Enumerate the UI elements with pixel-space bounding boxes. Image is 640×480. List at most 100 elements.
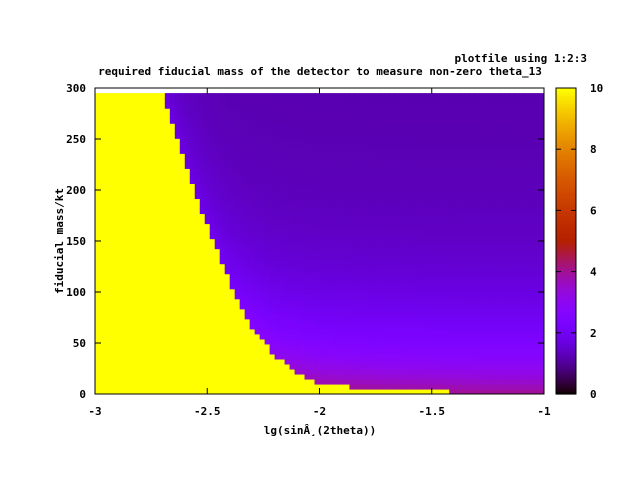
heatmap-cell — [134, 178, 141, 184]
heatmap-cell — [309, 248, 316, 255]
heatmap-cell — [269, 313, 276, 320]
heatmap-cell — [479, 363, 485, 370]
heatmap-cell — [429, 318, 435, 325]
heatmap-cell — [324, 313, 331, 320]
heatmap-cell — [424, 313, 430, 320]
heatmap-cell — [409, 348, 415, 355]
heatmap-cell — [249, 283, 256, 290]
heatmap-cell — [389, 213, 395, 220]
heatmap-cell — [419, 278, 425, 285]
heatmap-cell — [494, 348, 500, 355]
heatmap-cell — [294, 338, 301, 345]
heatmap-cell — [154, 223, 161, 230]
heatmap-cell — [449, 268, 455, 275]
heatmap-cell — [189, 108, 196, 114]
heatmap-cell — [449, 328, 455, 335]
heatmap-cell — [189, 388, 196, 394]
heatmap-cell — [194, 348, 201, 355]
heatmap-cell — [194, 263, 201, 270]
heatmap-cell — [184, 218, 191, 225]
heatmap-cell — [284, 213, 291, 220]
heatmap-cell — [114, 268, 121, 275]
heatmap-cell — [164, 103, 171, 109]
heatmap-cell — [264, 378, 271, 385]
heatmap-cell — [444, 313, 450, 320]
heatmap-cell — [124, 233, 131, 240]
heatmap-cell — [239, 383, 246, 390]
heatmap-cell — [154, 158, 161, 164]
heatmap-cell — [424, 348, 430, 355]
heatmap-cell — [149, 93, 156, 99]
heatmap-cell — [359, 213, 365, 220]
heatmap-cell — [309, 128, 316, 134]
heatmap-cell — [399, 148, 405, 154]
heatmap-cell — [134, 138, 141, 144]
heatmap-cell — [354, 183, 361, 189]
heatmap-cell — [159, 238, 166, 245]
heatmap-cell — [379, 373, 385, 380]
heatmap-cell — [319, 253, 326, 260]
heatmap-cell — [154, 368, 161, 375]
heatmap-cell — [239, 248, 246, 255]
heatmap-cell — [109, 123, 116, 129]
heatmap-cell — [354, 258, 361, 265]
heatmap-cell — [184, 193, 191, 200]
heatmap-cell — [95, 288, 101, 295]
heatmap-cell — [249, 318, 256, 325]
heatmap-cell — [104, 253, 111, 260]
heatmap-cell — [114, 283, 121, 290]
heatmap-cell — [364, 153, 370, 159]
heatmap-cell — [139, 188, 146, 194]
heatmap-cell — [259, 213, 266, 220]
heatmap-cell — [309, 268, 316, 275]
heatmap-cell — [184, 143, 191, 149]
heatmap-cell — [264, 128, 271, 134]
heatmap-cell — [169, 348, 176, 355]
heatmap-cell — [304, 333, 311, 340]
heatmap-cell — [289, 358, 296, 365]
heatmap-cell — [224, 153, 231, 159]
heatmap-cell — [454, 313, 460, 320]
heatmap-cell — [449, 158, 455, 164]
heatmap-cell — [204, 198, 211, 205]
heatmap-cell — [194, 128, 201, 134]
heatmap-cell — [439, 223, 445, 230]
heatmap-cell — [254, 143, 261, 149]
heatmap-cell — [489, 148, 495, 154]
heatmap-cell — [174, 163, 181, 169]
heatmap-cell — [324, 353, 331, 360]
heatmap-cell — [194, 193, 201, 200]
heatmap-cell — [349, 128, 356, 134]
heatmap-cell — [249, 273, 256, 280]
heatmap-cell — [339, 128, 346, 134]
heatmap-cell — [329, 283, 336, 290]
heatmap-cell — [479, 258, 485, 265]
heatmap-cell — [449, 323, 455, 330]
heatmap-cell — [124, 268, 131, 275]
heatmap-cell — [244, 158, 251, 164]
heatmap-cell — [304, 243, 311, 250]
heatmap-cell — [219, 168, 226, 174]
heatmap-cell — [344, 248, 351, 255]
heatmap-cell — [369, 148, 375, 154]
heatmap-cell — [159, 208, 166, 215]
heatmap-cell — [339, 138, 346, 144]
heatmap-cell — [274, 283, 281, 290]
heatmap-cell — [169, 258, 176, 265]
heatmap-cell — [379, 203, 385, 210]
heatmap-cell — [169, 233, 176, 240]
heatmap-cell — [469, 173, 475, 179]
heatmap-cell — [154, 108, 161, 114]
heatmap-cell — [124, 358, 131, 365]
heatmap-cell — [379, 128, 385, 134]
heatmap-cell — [379, 348, 385, 355]
heatmap-cell — [349, 198, 356, 205]
heatmap-cell — [134, 293, 141, 300]
heatmap-cell — [439, 233, 445, 240]
heatmap-cell — [414, 313, 420, 320]
heatmap-cell — [444, 148, 450, 154]
heatmap-cell — [424, 283, 430, 290]
heatmap-cell — [134, 113, 141, 119]
heatmap-cell — [314, 113, 321, 119]
heatmap-cell — [404, 388, 410, 394]
